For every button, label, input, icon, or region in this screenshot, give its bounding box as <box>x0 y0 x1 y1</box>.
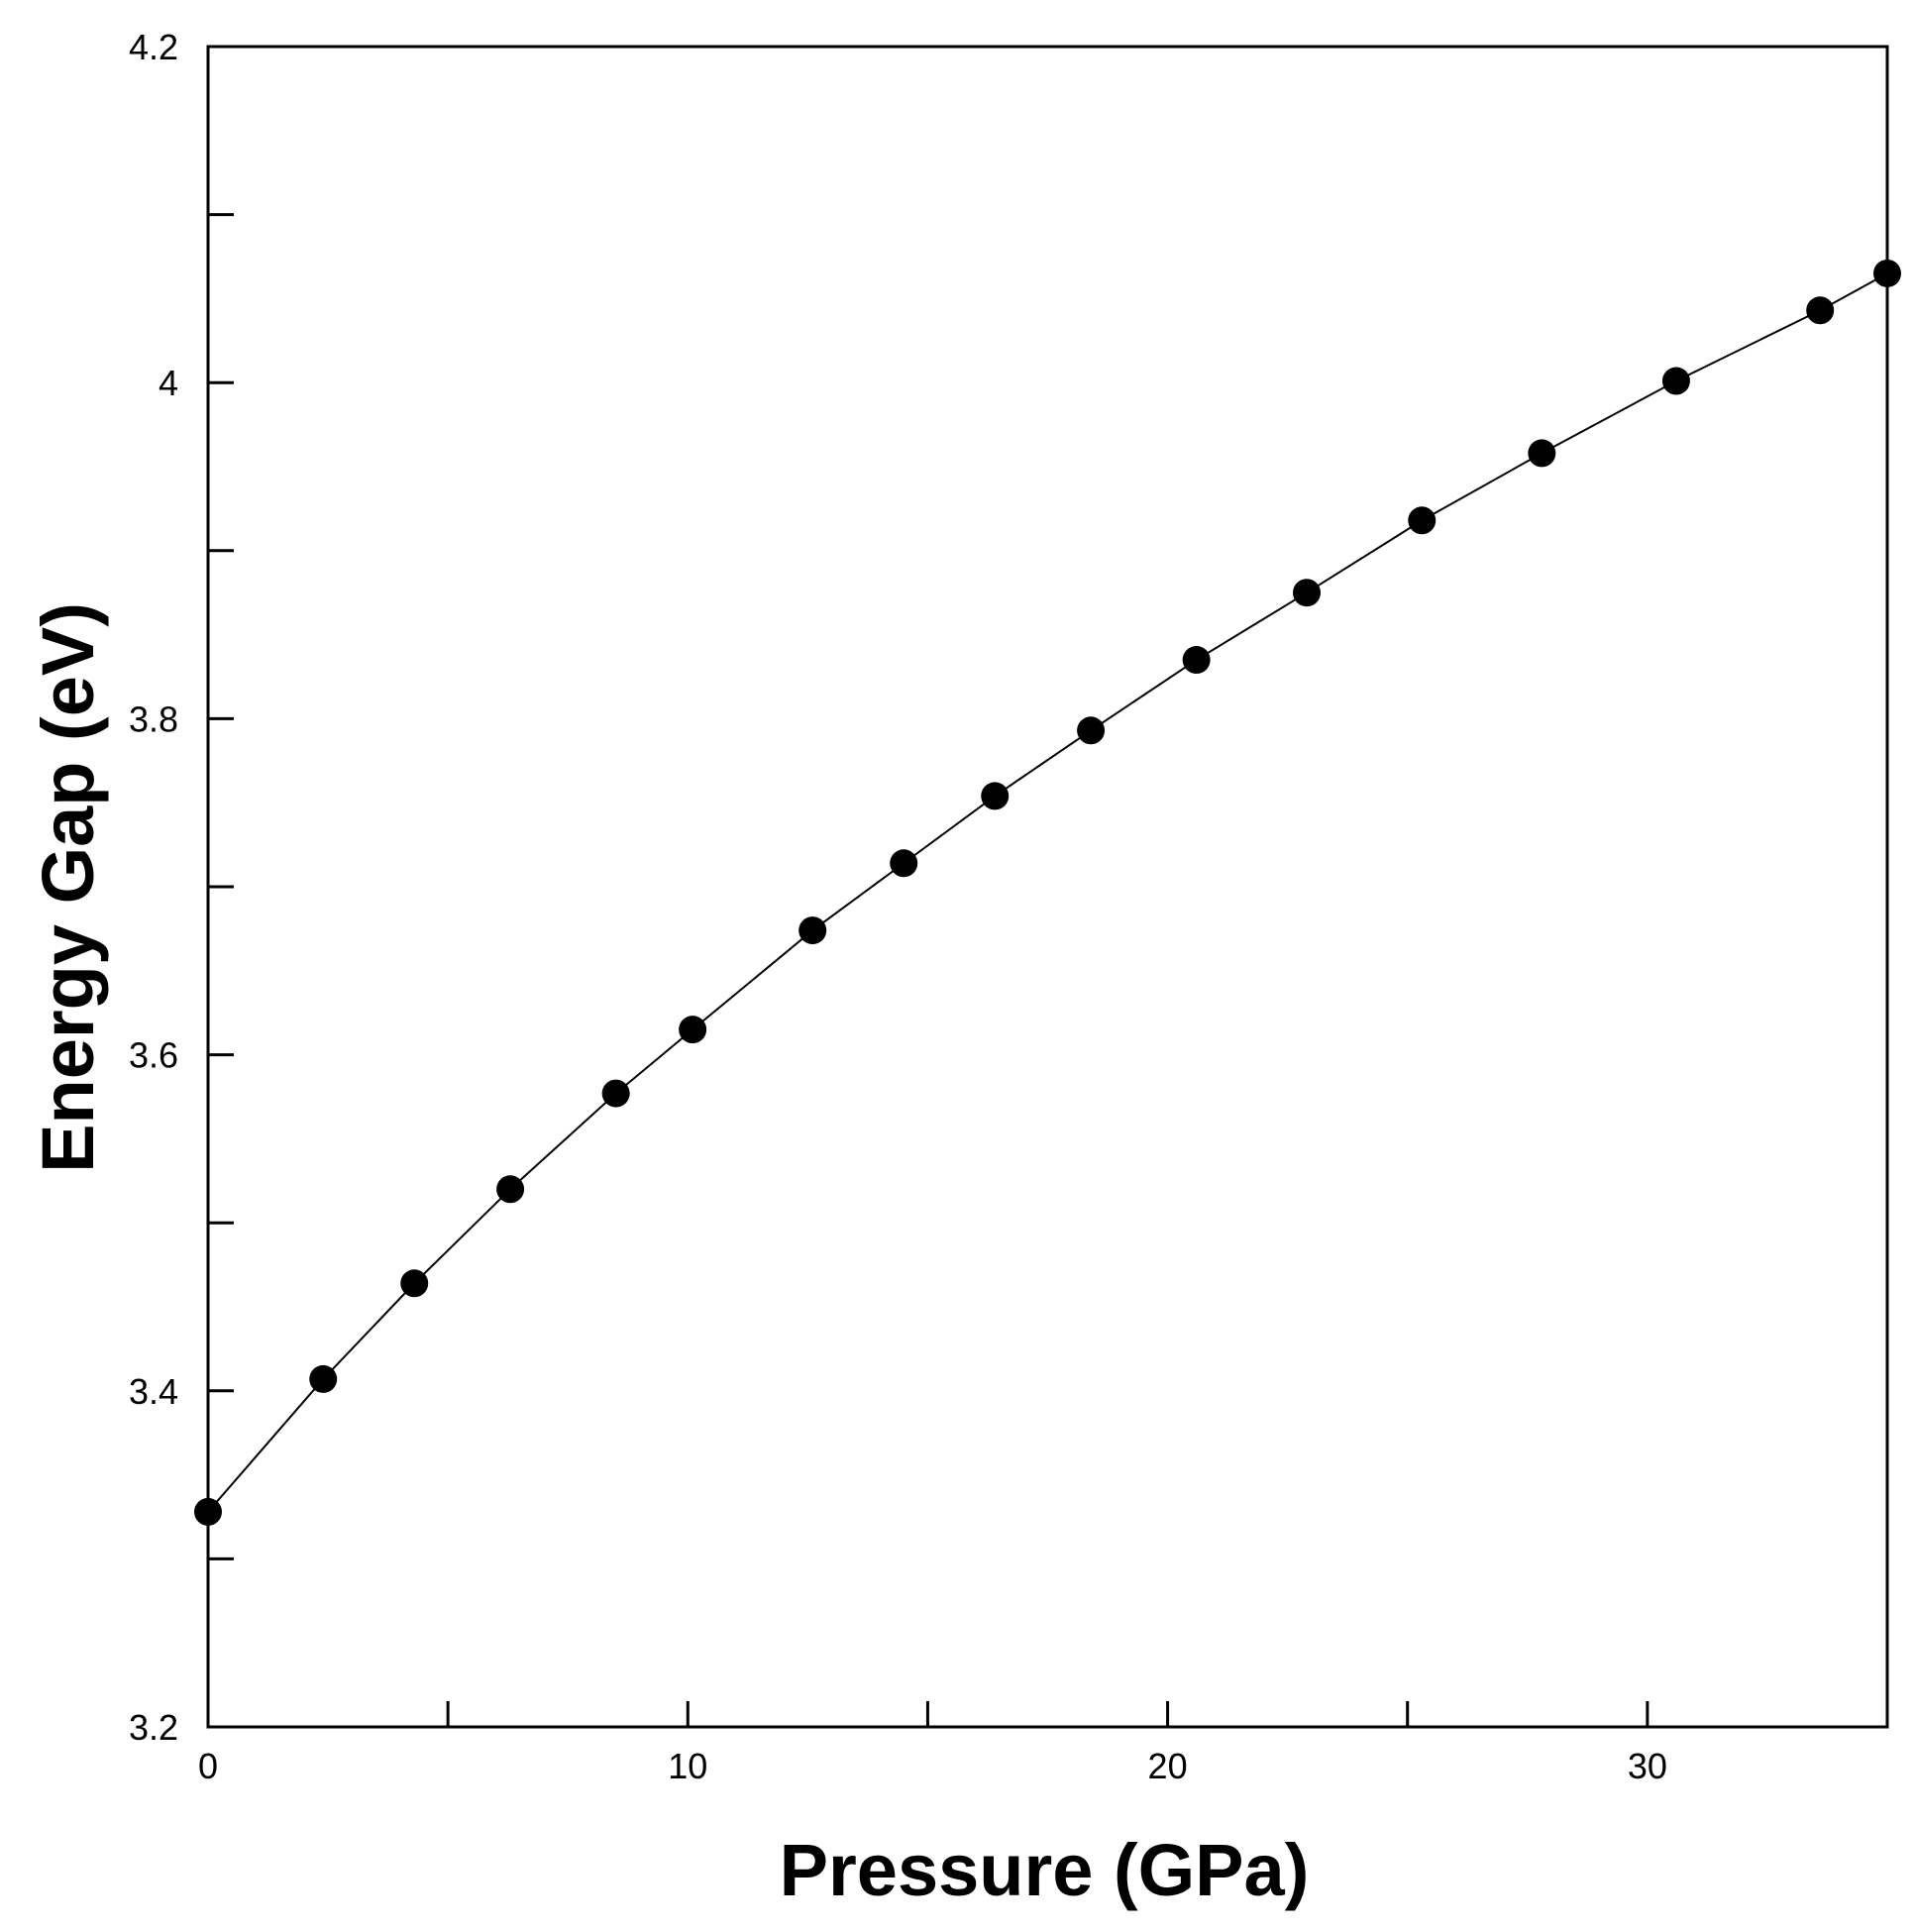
y-tick-label: 4 <box>159 363 178 403</box>
data-point <box>1182 646 1211 675</box>
data-point <box>400 1269 429 1298</box>
data-point <box>601 1079 630 1108</box>
x-tick-label: 30 <box>1628 1746 1667 1786</box>
x-axis-title: Pressure (GPa) <box>780 1829 1310 1911</box>
data-point <box>890 849 918 878</box>
x-tick-label: 20 <box>1148 1746 1188 1786</box>
y-tick-label: 4.2 <box>129 27 178 67</box>
data-point <box>496 1175 525 1204</box>
data-point <box>1528 439 1556 468</box>
data-point <box>1661 367 1690 395</box>
data-point <box>1293 579 1322 607</box>
x-tick-label: 0 <box>198 1746 218 1786</box>
y-tick-label: 3.2 <box>129 1707 178 1748</box>
y-tick-label: 3.4 <box>129 1371 178 1412</box>
data-point <box>981 782 1010 810</box>
data-point <box>799 916 827 945</box>
data-point <box>1077 716 1106 745</box>
x-tick-label: 10 <box>668 1746 707 1786</box>
data-point <box>1408 506 1437 535</box>
axis-ticks <box>206 45 1650 1729</box>
data-point <box>679 1016 707 1044</box>
series-group <box>194 259 1901 1526</box>
data-point <box>1806 296 1835 325</box>
y-axis-title: Energy Gap (eV) <box>27 602 109 1173</box>
y-tick-label: 3.8 <box>129 698 178 739</box>
y-tick-label: 3.6 <box>129 1035 178 1076</box>
data-point <box>309 1364 338 1393</box>
series-line <box>207 272 1888 1513</box>
plot-frame <box>206 45 1889 1729</box>
tick-labels: 0 10 20 30 3.2 3.4 3.6 3.8 4 4.2 <box>129 27 1667 1786</box>
